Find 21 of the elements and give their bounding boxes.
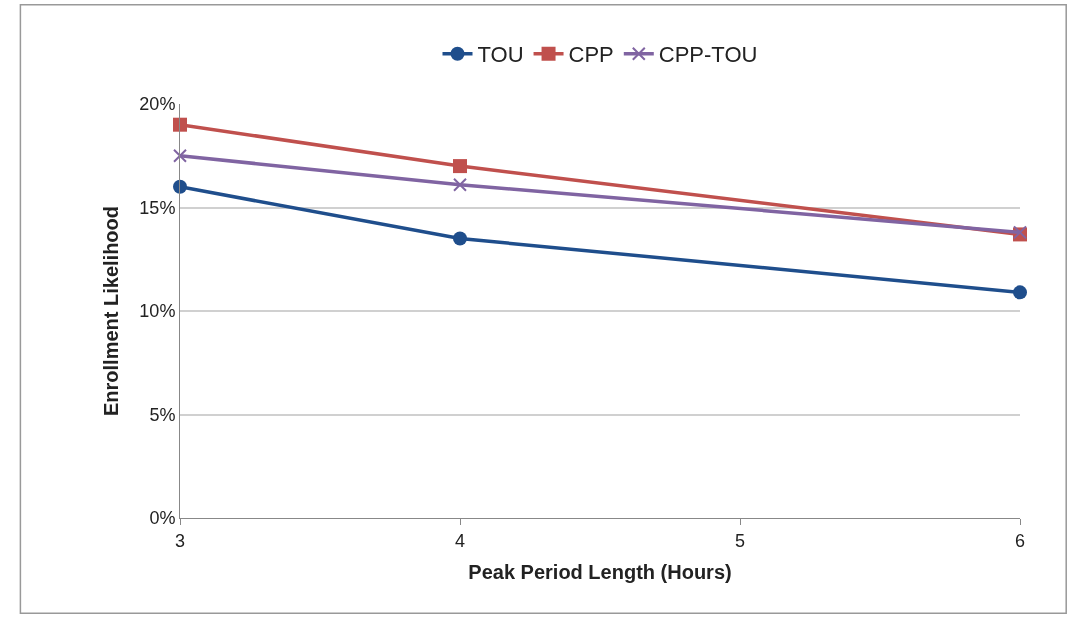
point	[173, 179, 187, 194]
point	[173, 148, 187, 163]
legend-label: CPP	[568, 42, 614, 68]
x-tick-label: 6	[1014, 530, 1026, 551]
point	[453, 159, 467, 174]
x-tick-label: 4	[454, 530, 466, 551]
y-axis-title: Enrollment Likelihood	[99, 205, 122, 417]
y-tick-label: 15%	[139, 197, 176, 218]
y-tick-label: 5%	[149, 404, 176, 425]
point	[1013, 285, 1027, 300]
y-tick-label: 0%	[149, 508, 176, 529]
point	[453, 231, 467, 246]
point	[453, 177, 467, 192]
legend-label: TOU	[477, 42, 524, 68]
x-axis-title: Peak Period Length (Hours)	[468, 561, 732, 584]
y-tick-label: 10%	[139, 301, 176, 322]
point	[173, 117, 187, 132]
x-tick-label: 3	[174, 530, 186, 551]
x-tick-label: 5	[734, 530, 746, 551]
y-tick-label: 20%	[139, 94, 176, 115]
legend-label: CPP-TOU	[658, 42, 758, 68]
